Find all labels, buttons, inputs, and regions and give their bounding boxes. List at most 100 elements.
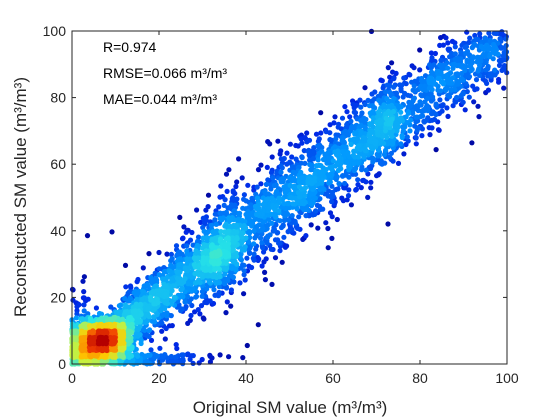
data-point bbox=[137, 301, 143, 308]
data-point bbox=[329, 183, 335, 189]
data-point bbox=[315, 225, 321, 231]
data-point bbox=[476, 72, 483, 78]
data-point bbox=[217, 352, 223, 358]
data-point bbox=[180, 352, 186, 358]
data-point bbox=[417, 47, 423, 53]
data-point bbox=[309, 162, 315, 168]
data-point bbox=[352, 130, 358, 136]
data-point bbox=[231, 208, 237, 214]
data-point bbox=[335, 132, 341, 138]
data-point bbox=[198, 219, 204, 225]
data-point bbox=[391, 75, 397, 82]
data-point bbox=[251, 241, 257, 247]
data-point bbox=[453, 99, 459, 105]
data-point bbox=[369, 103, 376, 109]
data-point bbox=[162, 291, 168, 297]
data-point bbox=[450, 103, 456, 109]
data-point bbox=[493, 30, 499, 37]
data-point bbox=[108, 353, 114, 359]
data-point bbox=[390, 158, 396, 164]
data-point bbox=[228, 202, 235, 208]
data-point bbox=[316, 136, 322, 142]
data-point bbox=[301, 179, 307, 185]
data-point bbox=[234, 236, 240, 242]
data-point bbox=[385, 221, 391, 227]
data-point bbox=[498, 45, 504, 51]
data-point bbox=[417, 99, 423, 105]
data-point bbox=[147, 327, 153, 333]
data-point bbox=[252, 235, 258, 241]
data-point bbox=[344, 109, 350, 115]
data-point bbox=[439, 108, 445, 114]
data-point bbox=[369, 110, 375, 116]
data-point bbox=[466, 39, 472, 46]
data-point bbox=[168, 313, 174, 319]
data-point bbox=[307, 179, 314, 186]
data-point bbox=[307, 175, 313, 182]
data-point bbox=[211, 287, 217, 293]
data-point bbox=[241, 262, 247, 268]
data-point bbox=[134, 279, 140, 285]
data-point bbox=[333, 136, 339, 142]
data-point bbox=[173, 342, 179, 348]
data-point bbox=[388, 150, 394, 156]
data-point bbox=[304, 130, 310, 136]
data-point bbox=[463, 81, 469, 87]
data-point bbox=[119, 316, 125, 322]
data-point bbox=[155, 299, 161, 305]
data-point bbox=[334, 216, 340, 223]
data-point bbox=[313, 208, 319, 214]
data-point bbox=[302, 185, 309, 191]
data-point bbox=[469, 140, 475, 146]
data-point bbox=[274, 170, 280, 176]
data-point bbox=[194, 269, 201, 275]
data-point bbox=[224, 299, 230, 305]
data-point bbox=[174, 345, 180, 352]
data-point bbox=[268, 186, 274, 192]
data-point bbox=[258, 181, 264, 187]
data-point bbox=[503, 36, 509, 42]
data-point bbox=[207, 280, 213, 286]
data-point bbox=[222, 197, 228, 203]
data-point bbox=[426, 85, 432, 91]
data-point bbox=[318, 130, 324, 136]
data-point bbox=[243, 225, 249, 231]
data-point bbox=[223, 310, 229, 316]
data-point bbox=[132, 308, 138, 314]
data-point bbox=[265, 139, 271, 145]
data-point bbox=[411, 83, 417, 89]
data-point bbox=[268, 170, 275, 176]
data-point bbox=[422, 99, 428, 105]
data-point bbox=[240, 355, 246, 361]
data-point bbox=[289, 154, 295, 160]
data-point bbox=[246, 228, 252, 234]
data-point bbox=[145, 283, 151, 289]
data-point bbox=[303, 233, 309, 239]
data-point bbox=[183, 267, 190, 274]
data-point bbox=[312, 195, 318, 201]
data-point bbox=[390, 109, 396, 115]
data-point bbox=[293, 156, 299, 162]
data-point bbox=[276, 195, 282, 201]
data-point bbox=[417, 67, 423, 73]
data-point bbox=[313, 131, 320, 137]
data-point bbox=[255, 167, 262, 173]
data-point bbox=[323, 220, 329, 226]
data-point bbox=[177, 214, 183, 220]
data-point bbox=[454, 94, 460, 101]
data-point bbox=[460, 99, 466, 105]
data-point bbox=[251, 187, 257, 193]
data-point bbox=[112, 314, 118, 320]
data-point bbox=[362, 148, 368, 154]
data-point bbox=[185, 351, 191, 357]
data-point bbox=[471, 41, 478, 48]
data-point bbox=[372, 89, 378, 95]
data-point bbox=[274, 188, 280, 195]
data-point bbox=[218, 229, 224, 235]
data-point bbox=[431, 62, 437, 68]
data-point bbox=[87, 315, 93, 321]
data-point bbox=[401, 151, 407, 157]
data-point bbox=[154, 311, 160, 317]
data-point bbox=[258, 162, 264, 168]
data-point bbox=[325, 245, 331, 251]
